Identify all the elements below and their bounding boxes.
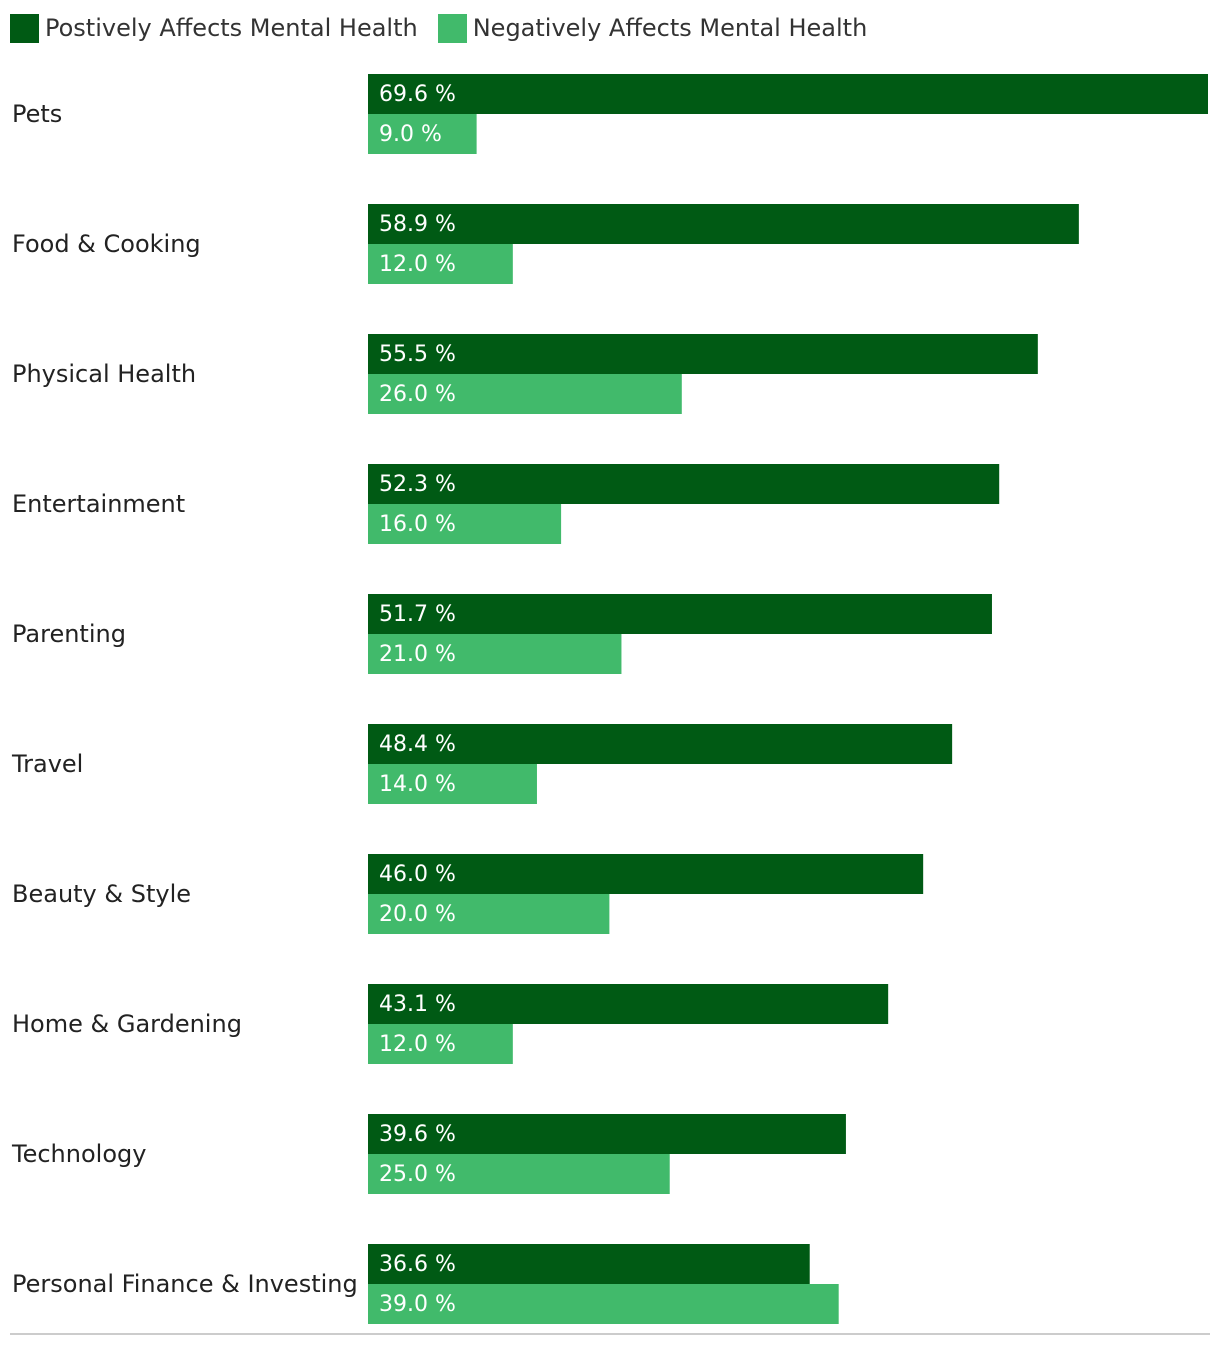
bar-positive[interactable] xyxy=(368,464,1000,504)
bar-negative[interactable] xyxy=(368,634,622,674)
category-group: Entertainment 52.3 % 16.0 % xyxy=(12,464,1000,544)
data-label-negative: 12.0 % xyxy=(379,252,456,277)
data-label-positive: 46.0 % xyxy=(379,862,456,887)
bar-positive[interactable] xyxy=(368,334,1038,374)
category-label: Home & Gardening xyxy=(12,1010,242,1038)
data-label-positive: 69.6 % xyxy=(379,82,456,107)
data-label-negative: 9.0 % xyxy=(379,122,442,147)
data-label-negative: 21.0 % xyxy=(379,642,456,667)
category-label: Pets xyxy=(12,100,62,128)
data-label-positive: 52.3 % xyxy=(379,472,456,497)
bar-negative[interactable] xyxy=(368,504,562,544)
data-label-positive: 51.7 % xyxy=(379,602,456,627)
bar-negative[interactable] xyxy=(368,244,513,284)
bar-negative[interactable] xyxy=(368,1284,839,1324)
bar-negative[interactable] xyxy=(368,1154,670,1194)
data-label-positive: 55.5 % xyxy=(379,342,456,367)
data-label-negative: 39.0 % xyxy=(379,1292,456,1317)
category-label: Travel xyxy=(11,750,83,778)
category-group: Technology 39.6 % 25.0 % xyxy=(11,1114,846,1194)
data-label-negative: 16.0 % xyxy=(379,512,456,537)
data-label-positive: 48.4 % xyxy=(379,732,456,757)
data-label-negative: 25.0 % xyxy=(379,1162,456,1187)
legend-label-positive: Postively Affects Mental Health xyxy=(45,14,418,42)
legend-label-negative: Negatively Affects Mental Health xyxy=(472,14,868,42)
category-group: Food & Cooking 58.9 % 12.0 % xyxy=(12,204,1079,284)
bar-positive[interactable] xyxy=(368,204,1079,244)
legend-swatch-negative xyxy=(437,13,467,43)
category-label: Food & Cooking xyxy=(12,230,201,258)
category-label: Physical Health xyxy=(12,360,196,388)
bar-positive[interactable] xyxy=(368,984,889,1024)
category-label: Parenting xyxy=(12,620,126,648)
category-group: Travel 48.4 % 14.0 % xyxy=(11,724,953,804)
category-group: Parenting 51.7 % 21.0 % xyxy=(12,594,992,674)
bar-positive[interactable] xyxy=(368,854,924,894)
legend-swatch-positive xyxy=(10,13,39,43)
data-label-positive: 43.1 % xyxy=(379,992,456,1017)
bar-negative[interactable] xyxy=(368,1024,513,1064)
data-label-negative: 14.0 % xyxy=(379,772,456,797)
bar-negative[interactable] xyxy=(368,764,537,804)
data-label-positive: 36.6 % xyxy=(379,1252,456,1277)
bar-negative[interactable] xyxy=(368,894,610,934)
category-group: Personal Finance & Investing 36.6 % 39.0 % xyxy=(12,1244,839,1324)
bar-positive[interactable] xyxy=(368,1244,810,1284)
category-group: Pets 69.6 % 9.0 % xyxy=(12,74,1208,154)
legend: Postively Affects Mental Health Negative… xyxy=(10,12,887,44)
bar-negative[interactable] xyxy=(368,374,682,414)
data-label-positive: 58.9 % xyxy=(379,212,456,237)
bar-positive[interactable] xyxy=(368,74,1208,114)
data-label-negative: 26.0 % xyxy=(379,382,456,407)
bar-positive[interactable] xyxy=(368,594,992,634)
category-group: Physical Health 55.5 % 26.0 % xyxy=(12,334,1038,414)
data-label-negative: 20.0 % xyxy=(379,902,456,927)
category-label: Technology xyxy=(11,1140,146,1168)
category-group: Home & Gardening 43.1 % 12.0 % xyxy=(12,984,889,1064)
bar-positive[interactable] xyxy=(368,724,953,764)
category-group: Beauty & Style 46.0 % 20.0 % xyxy=(12,854,924,934)
legend-item-negative[interactable]: Negatively Affects Mental Health xyxy=(437,13,868,43)
bar-negative[interactable] xyxy=(368,114,477,154)
category-label: Personal Finance & Investing xyxy=(12,1270,358,1298)
bar-positive[interactable] xyxy=(368,1114,846,1154)
category-label: Entertainment xyxy=(12,490,185,518)
data-label-negative: 12.0 % xyxy=(379,1032,456,1057)
data-label-positive: 39.6 % xyxy=(379,1122,456,1147)
legend-item-positive[interactable]: Postively Affects Mental Health xyxy=(10,13,418,43)
category-label: Beauty & Style xyxy=(12,880,191,908)
